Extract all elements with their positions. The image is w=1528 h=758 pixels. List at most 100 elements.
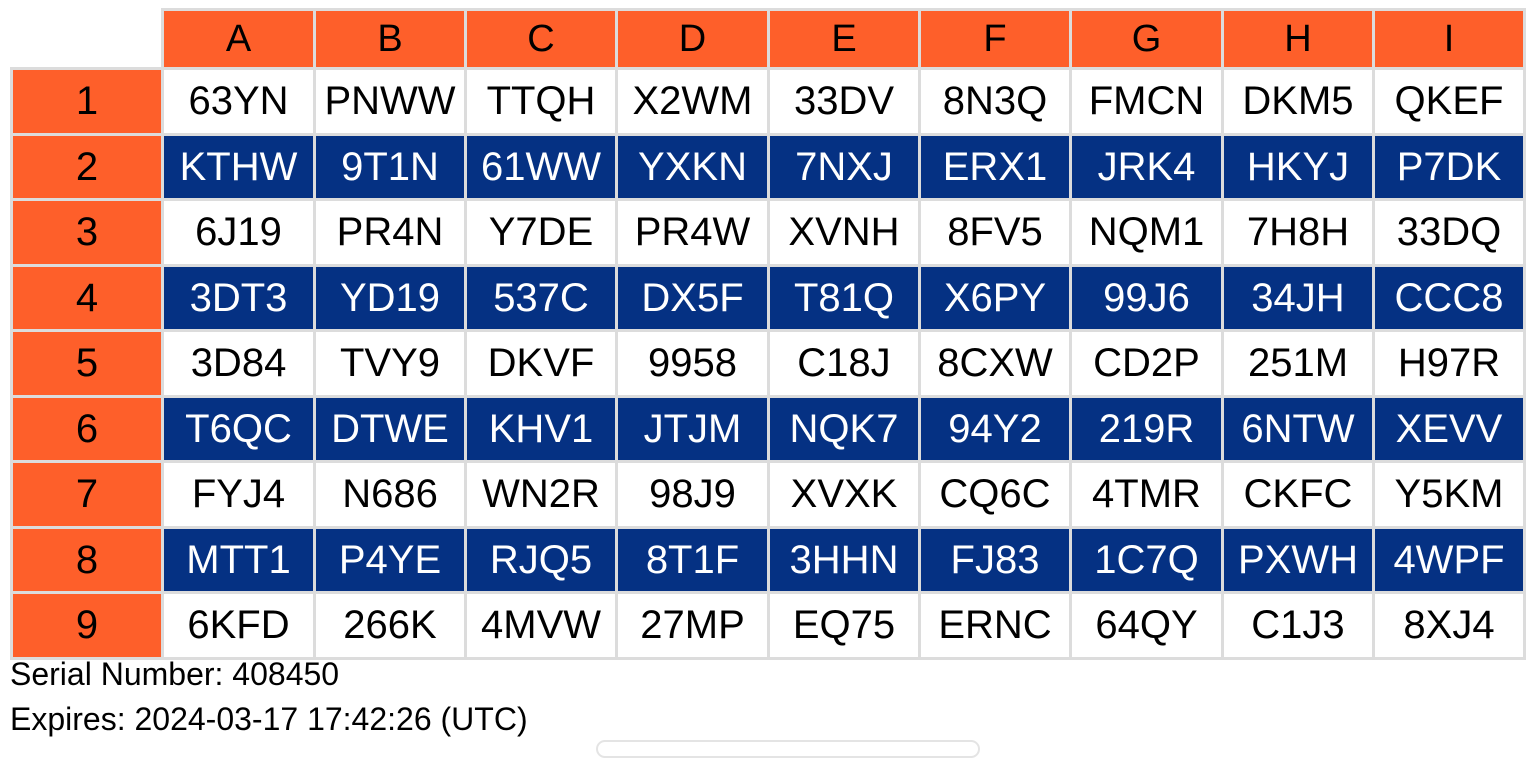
grid-cell: P7DK — [1372, 132, 1526, 201]
grid-cell: 9T1N — [313, 132, 467, 201]
grid-row: 6 T6QC DTWE KHV1 JTJM NQK7 94Y2 219R 6NTW XEVV — [10, 394, 1526, 463]
grid-cell: XVNH — [767, 198, 921, 267]
grid-cell: YXKN — [615, 132, 770, 201]
grid-cell: 61WW — [464, 132, 618, 201]
bottom-panel-edge — [596, 740, 980, 758]
row-header: 4 — [10, 263, 164, 332]
grid-cell: 8XJ4 — [1372, 591, 1526, 660]
grid-cell: X2WM — [615, 67, 770, 136]
grid-cell: 6KFD — [161, 591, 316, 660]
grid-cell: 33DV — [767, 67, 921, 136]
grid-cell: CQ6C — [918, 460, 1072, 529]
grid-cell: 6J19 — [161, 198, 316, 267]
row-header: 3 — [10, 198, 164, 267]
grid-cell: HKYJ — [1221, 132, 1375, 201]
column-header: H — [1221, 8, 1375, 70]
grid-cell: PNWW — [313, 67, 467, 136]
grid-cell: 3HHN — [767, 525, 921, 594]
column-header: D — [615, 8, 770, 70]
grid-cell: H97R — [1372, 329, 1526, 398]
row-header: 9 — [10, 591, 164, 660]
grid-cell: 63YN — [161, 67, 316, 136]
grid-cell: XEVV — [1372, 394, 1526, 463]
grid-cell: 4MVW — [464, 591, 618, 660]
grid-cell: NQK7 — [767, 394, 921, 463]
grid-cell: Y7DE — [464, 198, 618, 267]
grid-cell: 219R — [1069, 394, 1224, 463]
column-header: G — [1069, 8, 1224, 70]
grid-row: 9 6KFD 266K 4MVW 27MP EQ75 ERNC 64QY C1J3 8XJ4 — [10, 591, 1526, 660]
grid-cell: DKVF — [464, 329, 618, 398]
expires-text: Expires: 2024-03-17 17:42:26 (UTC) — [10, 701, 528, 737]
grid-cell: CCC8 — [1372, 263, 1526, 332]
grid-card-table: A B C D E F G H I 1 63YN PNWW TTQH X2WM 33DV 8… — [10, 8, 1526, 660]
grid-cell: 98J9 — [615, 460, 770, 529]
grid-cell: 94Y2 — [918, 394, 1072, 463]
grid-row: 2 KTHW 9T1N 61WW YXKN 7NXJ ERX1 JRK4 HKYJ P7DK — [10, 132, 1526, 201]
grid-cell: JTJM — [615, 394, 770, 463]
grid-row: 4 3DT3 YD19 537C DX5F T81Q X6PY 99J6 34JH CCC8 — [10, 263, 1526, 332]
column-header: C — [464, 8, 618, 70]
column-header: E — [767, 8, 921, 70]
grid-row: 5 3D84 TVY9 DKVF 9958 C18J 8CXW CD2P 251M H97R — [10, 329, 1526, 398]
grid-cell: 266K — [313, 591, 467, 660]
grid-cell: 33DQ — [1372, 198, 1526, 267]
grid-cell: T6QC — [161, 394, 316, 463]
grid-cell: MTT1 — [161, 525, 316, 594]
grid-cell: 34JH — [1221, 263, 1375, 332]
grid-cell: NQM1 — [1069, 198, 1224, 267]
grid-cell: T81Q — [767, 263, 921, 332]
corner-cell — [10, 8, 164, 70]
grid-cell: 8CXW — [918, 329, 1072, 398]
grid-cell: TVY9 — [313, 329, 467, 398]
grid-cell: EQ75 — [767, 591, 921, 660]
grid-cell: KTHW — [161, 132, 316, 201]
grid-row: 7 FYJ4 N686 WN2R 98J9 XVXK CQ6C 4TMR CKFC Y5KM — [10, 460, 1526, 529]
grid-cell: QKEF — [1372, 67, 1526, 136]
grid-cell: 8N3Q — [918, 67, 1072, 136]
column-header: F — [918, 8, 1072, 70]
row-header: 5 — [10, 329, 164, 398]
grid-cell: DTWE — [313, 394, 467, 463]
grid-cell: FJ83 — [918, 525, 1072, 594]
grid-cell: 4TMR — [1069, 460, 1224, 529]
column-header: A — [161, 8, 316, 70]
grid-cell: CKFC — [1221, 460, 1375, 529]
grid-cell: 27MP — [615, 591, 770, 660]
grid-cell: DX5F — [615, 263, 770, 332]
grid-body: 1 63YN PNWW TTQH X2WM 33DV 8N3Q FMCN DKM5 QKEF 2 KT… — [10, 67, 1526, 660]
grid-cell: PXWH — [1221, 525, 1375, 594]
grid-cell: 64QY — [1069, 591, 1224, 660]
grid-cell: 7NXJ — [767, 132, 921, 201]
row-header: 7 — [10, 460, 164, 529]
grid-cell: 4WPF — [1372, 525, 1526, 594]
grid-cell: Y5KM — [1372, 460, 1526, 529]
grid-cell: CD2P — [1069, 329, 1224, 398]
grid-cell: DKM5 — [1221, 67, 1375, 136]
grid-cell: P4YE — [313, 525, 467, 594]
grid-cell: 1C7Q — [1069, 525, 1224, 594]
column-header: B — [313, 8, 467, 70]
grid-cell: XVXK — [767, 460, 921, 529]
grid-cell: ERNC — [918, 591, 1072, 660]
row-header: 2 — [10, 132, 164, 201]
grid-cell: ERX1 — [918, 132, 1072, 201]
grid-row: 3 6J19 PR4N Y7DE PR4W XVNH 8FV5 NQM1 7H8H 33DQ — [10, 198, 1526, 267]
grid-cell: YD19 — [313, 263, 467, 332]
grid-cell: 537C — [464, 263, 618, 332]
grid-cell: KHV1 — [464, 394, 618, 463]
grid-cell: C18J — [767, 329, 921, 398]
column-header: I — [1372, 8, 1526, 70]
grid-row: 8 MTT1 P4YE RJQ5 8T1F 3HHN FJ83 1C7Q PXWH 4WPF — [10, 525, 1526, 594]
grid-cell: 99J6 — [1069, 263, 1224, 332]
grid-cell: FYJ4 — [161, 460, 316, 529]
grid-cell: PR4N — [313, 198, 467, 267]
grid-cell: 7H8H — [1221, 198, 1375, 267]
grid-cell: PR4W — [615, 198, 770, 267]
row-header: 8 — [10, 525, 164, 594]
row-header: 6 — [10, 394, 164, 463]
grid-cell: X6PY — [918, 263, 1072, 332]
grid-cell: 8T1F — [615, 525, 770, 594]
grid-cell: 6NTW — [1221, 394, 1375, 463]
grid-cell: RJQ5 — [464, 525, 618, 594]
